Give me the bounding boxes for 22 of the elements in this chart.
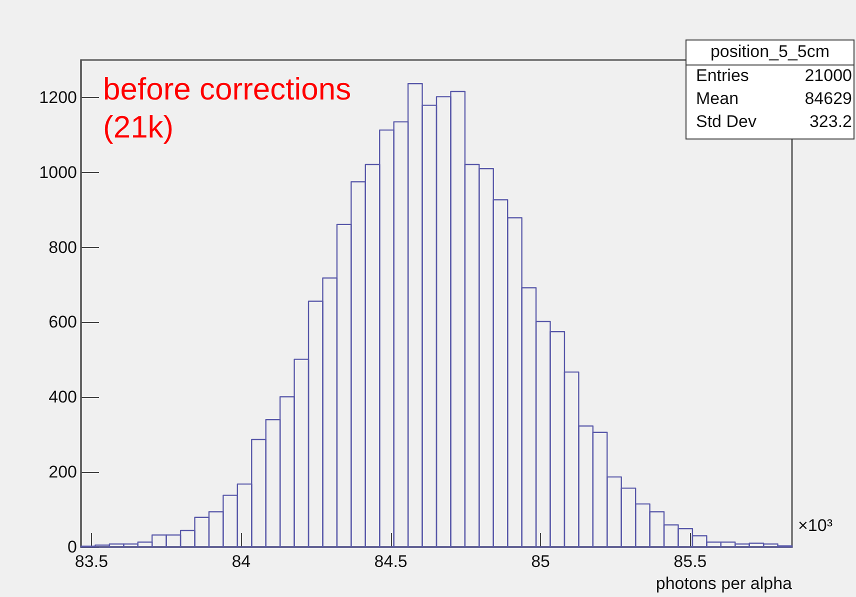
y-tick-label: 400 (48, 388, 77, 407)
text: ×10³ (798, 516, 833, 535)
x-axis-title: photons per alpha (656, 574, 793, 593)
chart-title: position_5_5cm (710, 42, 830, 61)
x-tick-label: 85.5 (674, 552, 707, 571)
annotation: Mean (696, 89, 739, 108)
x-tick-label: 83.5 (74, 552, 108, 571)
x-tick-label: 84 (232, 552, 251, 571)
y-tick-label: 600 (48, 312, 77, 332)
x-tick-label: 84.5 (374, 552, 408, 571)
x-tick-label: 85 (531, 552, 550, 571)
y-tick-label: 800 (48, 238, 77, 257)
text: 84629 (804, 89, 852, 108)
annotation: Std Dev (696, 112, 757, 131)
y-tick-label: 0 (68, 538, 77, 556)
annotation: before corrections (21k) (103, 72, 352, 144)
text: 21000 (804, 66, 852, 85)
text: 323.2 (809, 112, 852, 131)
y-tick-label: 200 (48, 462, 77, 482)
annotation: Entries (696, 66, 749, 85)
y-tick-label: 1000 (39, 162, 77, 182)
y-tick-label: 1200 (39, 88, 77, 107)
